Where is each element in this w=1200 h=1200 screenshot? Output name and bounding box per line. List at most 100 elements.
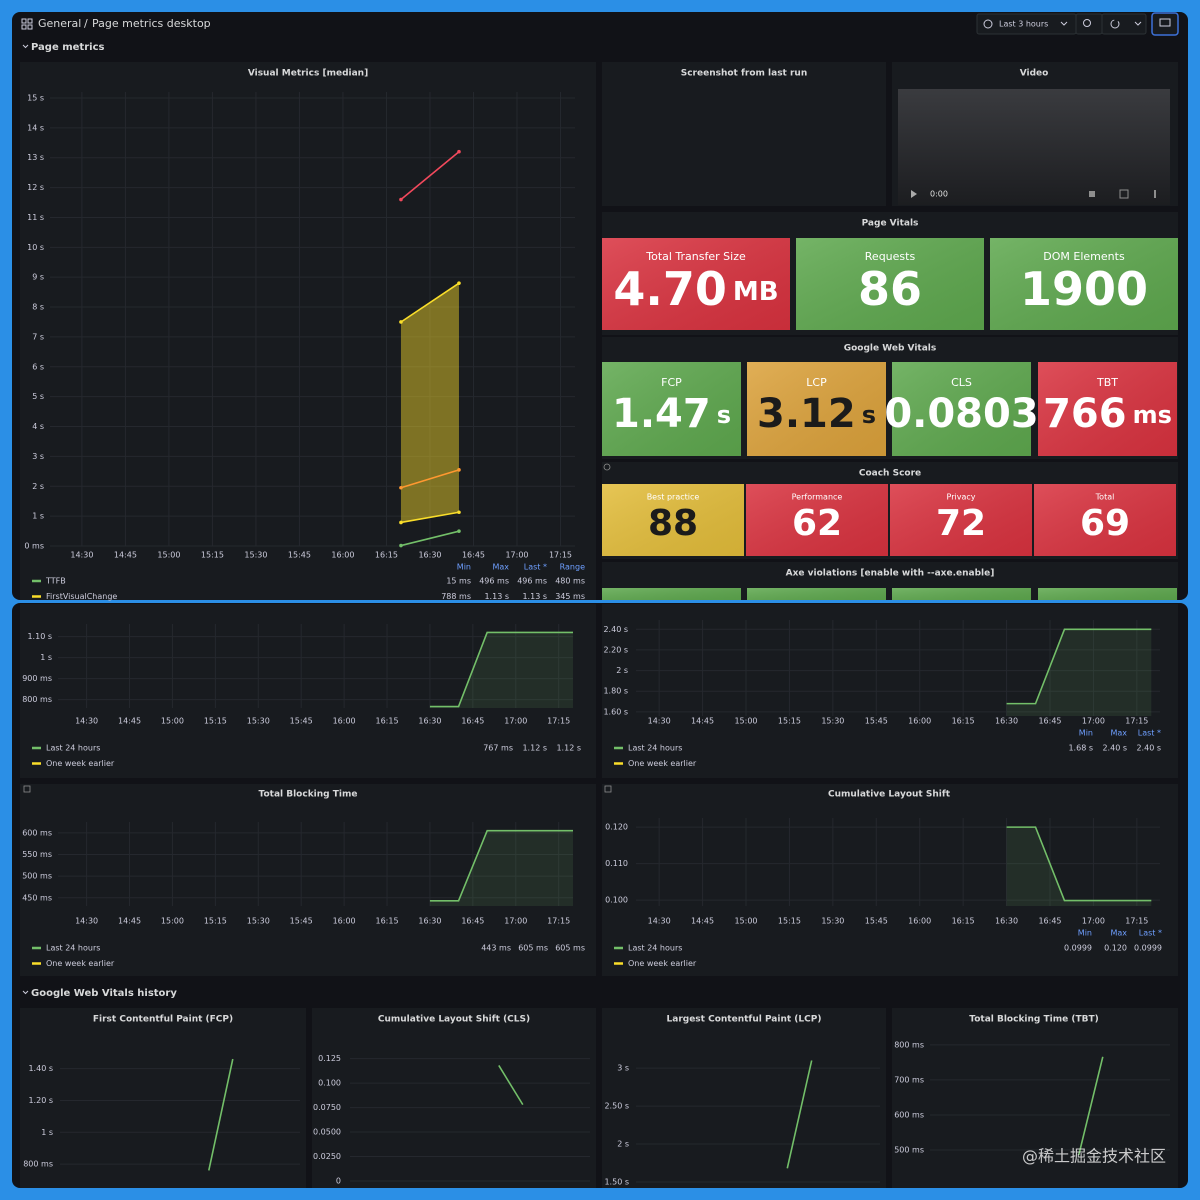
x-tick-label: 14:45 <box>691 917 714 926</box>
y-tick-label: 2.20 s <box>603 645 628 654</box>
dashboard-icon[interactable] <box>21 18 33 30</box>
x-tick-label: 16:15 <box>952 917 975 926</box>
y-tick-label: 500 ms <box>22 872 52 881</box>
series-line <box>786 1060 813 1169</box>
y-tick-label: 9 s <box>32 273 44 282</box>
y-tick-label: 1.50 s <box>604 1178 629 1187</box>
video-time: 0:00 <box>930 190 948 199</box>
x-tick-label: 15:45 <box>865 717 888 726</box>
stat-sheen <box>747 588 886 600</box>
panel <box>602 62 886 206</box>
video-player[interactable] <box>898 89 1170 205</box>
x-tick-label: 15:00 <box>161 917 184 926</box>
x-tick-label: 17:00 <box>504 717 527 726</box>
stat-number: 69 <box>1080 503 1130 544</box>
time-range[interactable]: Last 3 hours <box>999 20 1048 29</box>
tv-mode-button[interactable] <box>1151 12 1179 36</box>
series-line <box>1078 1056 1104 1156</box>
x-tick-label: 15:00 <box>157 551 180 560</box>
legend-header: Max <box>1110 929 1127 938</box>
panel-link-icon <box>604 785 612 793</box>
series-line <box>429 829 573 902</box>
x-tick-label: 16:45 <box>1038 917 1061 926</box>
x-tick-label: 15:30 <box>247 717 270 726</box>
y-tick-label: 600 ms <box>894 1110 924 1119</box>
y-tick-label: 2.40 s <box>603 625 628 634</box>
tv-icon <box>1159 18 1171 27</box>
legend-stat: 1.12 s <box>556 744 581 753</box>
menu-icon[interactable] <box>1154 190 1156 198</box>
legend-header: Last * <box>524 563 547 572</box>
x-tick-label: 15:45 <box>290 717 313 726</box>
series-line <box>498 1065 524 1106</box>
y-tick-label: 1 s <box>32 512 44 521</box>
row-chevron[interactable] <box>22 990 29 995</box>
stat-sheen <box>892 362 1031 456</box>
legend-label: FirstVisualChange <box>46 592 117 601</box>
x-tick-label: 16:30 <box>418 551 441 560</box>
stat-unit: s <box>862 401 876 429</box>
chevron <box>1060 21 1068 26</box>
stat-value: 86 <box>858 262 922 316</box>
legend-stat: 2.40 s <box>1102 744 1127 753</box>
panel-title: Page Vitals <box>862 219 919 229</box>
x-tick-label: 16:00 <box>908 917 931 926</box>
play-icon[interactable] <box>911 190 917 198</box>
x-tick-label: 16:15 <box>952 717 975 726</box>
legend-header: Min <box>1078 929 1092 938</box>
stat-number: 1.47 <box>612 391 711 437</box>
x-tick-label: 17:15 <box>547 917 570 926</box>
stat-label: Best practice <box>647 493 700 502</box>
legend-label: One week earlier <box>628 959 697 968</box>
stat-sheen <box>602 362 741 456</box>
breadcrumb[interactable]: General <box>38 17 81 30</box>
stat-sheen <box>602 484 744 556</box>
legend-stat: 0.0999 <box>1134 944 1162 953</box>
series-point <box>399 520 403 525</box>
y-tick-label: 2 s <box>617 1140 629 1149</box>
x-tick-label: 17:00 <box>505 551 528 560</box>
refresh-button[interactable] <box>1101 13 1147 35</box>
x-tick-label: 16:00 <box>331 551 354 560</box>
y-tick-label: 7 s <box>32 332 44 341</box>
zoom-button[interactable] <box>1075 13 1103 35</box>
y-tick-label: 15 s <box>27 93 44 102</box>
y-tick-label: 6 s <box>32 362 44 371</box>
legend-stat: 767 ms <box>483 744 513 753</box>
y-tick-label: 600 ms <box>22 828 52 837</box>
legend-label: One week earlier <box>46 959 115 968</box>
x-tick-label: 15:15 <box>778 717 801 726</box>
y-tick-label: 0.100 <box>605 896 628 905</box>
y-tick-label: 800 ms <box>23 1160 53 1169</box>
stat-label: DOM Elements <box>1043 250 1125 263</box>
stat-label: Performance <box>792 493 843 502</box>
stat-value: 1900 <box>1020 262 1148 316</box>
row-title[interactable]: Google Web Vitals history <box>31 988 177 999</box>
y-tick-label: 0.125 <box>318 1054 341 1063</box>
legend-stat: 15 ms <box>446 577 471 586</box>
x-tick-label: 17:15 <box>1125 917 1148 926</box>
row-title[interactable]: Page metrics <box>31 42 105 53</box>
panel-title: Largest Contentful Paint (LCP) <box>667 1015 822 1025</box>
y-tick-label: 3 s <box>617 1064 629 1073</box>
row-chevron[interactable] <box>22 44 29 49</box>
stat-value: 0.0803 <box>884 391 1038 437</box>
stat-label: Total <box>1095 493 1115 502</box>
volume-icon[interactable] <box>1089 191 1095 197</box>
breadcrumb[interactable]: Page metrics desktop <box>92 17 211 30</box>
info-icon <box>603 463 611 471</box>
panel-title: Cumulative Layout Shift <box>828 790 951 800</box>
x-tick-label: 15:15 <box>201 551 224 560</box>
legend-label: One week earlier <box>46 759 115 768</box>
y-tick-label: 500 ms <box>894 1145 924 1154</box>
fullscreen-icon[interactable] <box>1119 189 1129 199</box>
x-tick-label: 15:45 <box>290 917 313 926</box>
stat-value: 88 <box>648 503 698 544</box>
series-line <box>1006 628 1152 705</box>
legend-stat: 2.40 s <box>1136 744 1161 753</box>
x-tick-label: 15:30 <box>821 917 844 926</box>
legend-stat: 605 ms <box>555 944 585 953</box>
stat-sheen <box>1038 588 1177 600</box>
legend-header: Min <box>1079 729 1093 738</box>
y-tick-label: 1 s <box>40 653 52 662</box>
